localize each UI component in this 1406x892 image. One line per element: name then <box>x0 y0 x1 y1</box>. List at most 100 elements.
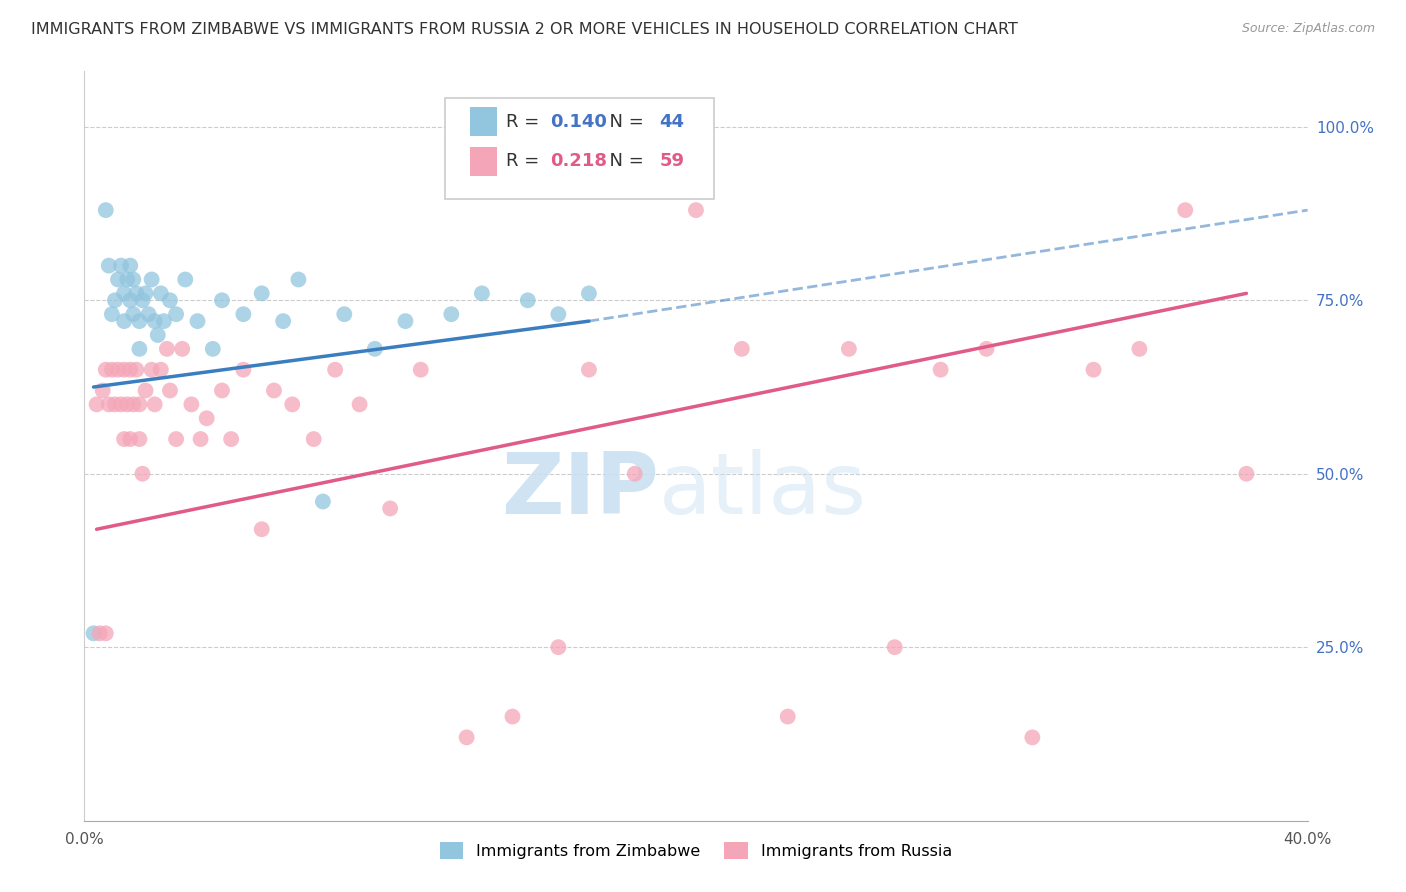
Point <box>1083 362 1105 376</box>
Point <box>107 362 129 376</box>
Text: 0.218: 0.218 <box>550 153 607 170</box>
Point <box>232 362 254 376</box>
Point <box>128 342 150 356</box>
Point <box>128 314 150 328</box>
Point <box>1128 342 1150 356</box>
Point <box>131 293 153 308</box>
Point <box>125 286 148 301</box>
Point <box>112 314 135 328</box>
Point <box>172 342 194 356</box>
Text: ZIP: ZIP <box>502 450 659 533</box>
Point <box>94 203 117 218</box>
Point <box>135 286 157 301</box>
Point <box>281 397 304 411</box>
Point <box>312 494 335 508</box>
Point <box>456 731 478 745</box>
Point <box>838 342 860 356</box>
Text: R =: R = <box>506 112 546 130</box>
Point <box>302 432 325 446</box>
Point <box>115 397 138 411</box>
Point <box>287 272 309 286</box>
Text: IMMIGRANTS FROM ZIMBABWE VS IMMIGRANTS FROM RUSSIA 2 OR MORE VEHICLES IN HOUSEHO: IMMIGRANTS FROM ZIMBABWE VS IMMIGRANTS F… <box>31 22 1018 37</box>
Point <box>394 314 416 328</box>
Point <box>232 307 254 321</box>
FancyBboxPatch shape <box>470 147 496 176</box>
Point <box>364 342 387 356</box>
Point <box>104 293 127 308</box>
Point <box>776 709 799 723</box>
Text: N =: N = <box>598 112 650 130</box>
Point <box>110 259 132 273</box>
Point <box>349 397 371 411</box>
Point <box>120 362 142 376</box>
Text: Source: ZipAtlas.com: Source: ZipAtlas.com <box>1241 22 1375 36</box>
Point <box>91 384 114 398</box>
Point <box>128 432 150 446</box>
Point <box>146 328 169 343</box>
Text: 59: 59 <box>659 153 685 170</box>
Point <box>174 272 197 286</box>
Point <box>156 342 179 356</box>
Point <box>122 307 145 321</box>
Point <box>1021 731 1043 745</box>
Point <box>624 467 647 481</box>
Point <box>120 432 142 446</box>
Point <box>883 640 905 655</box>
Point <box>211 384 233 398</box>
Point <box>112 286 135 301</box>
Point <box>128 397 150 411</box>
Point <box>471 286 494 301</box>
Point <box>149 286 172 301</box>
Point <box>115 272 138 286</box>
Point <box>165 432 187 446</box>
Point <box>120 259 142 273</box>
Point <box>86 397 108 411</box>
Point <box>976 342 998 356</box>
Text: 0.140: 0.140 <box>550 112 607 130</box>
Point <box>135 384 157 398</box>
Point <box>122 272 145 286</box>
Point <box>190 432 212 446</box>
Point <box>731 342 754 356</box>
Point <box>929 362 952 376</box>
Point <box>547 640 569 655</box>
Point <box>83 626 105 640</box>
Point <box>141 362 163 376</box>
Point <box>323 362 346 376</box>
Point <box>186 314 208 328</box>
Point <box>89 626 111 640</box>
Point <box>101 362 124 376</box>
Point <box>547 307 569 321</box>
Point <box>104 397 127 411</box>
Point <box>333 307 356 321</box>
Point <box>97 259 120 273</box>
Point <box>250 286 273 301</box>
Point <box>94 362 117 376</box>
Point <box>250 522 273 536</box>
Point <box>211 293 233 308</box>
Point <box>101 307 124 321</box>
Point <box>122 397 145 411</box>
Point <box>165 307 187 321</box>
Point <box>94 626 117 640</box>
Point <box>578 286 600 301</box>
Point <box>112 362 135 376</box>
Point <box>1174 203 1197 218</box>
Point <box>409 362 432 376</box>
Point <box>143 397 166 411</box>
Point <box>110 397 132 411</box>
FancyBboxPatch shape <box>470 107 496 136</box>
Point <box>112 432 135 446</box>
Point <box>107 272 129 286</box>
Point <box>97 397 120 411</box>
Text: 44: 44 <box>659 112 685 130</box>
Point <box>578 362 600 376</box>
Point <box>440 307 463 321</box>
Legend: Immigrants from Zimbabwe, Immigrants from Russia: Immigrants from Zimbabwe, Immigrants fro… <box>433 836 959 865</box>
Point <box>159 384 181 398</box>
Point <box>685 203 707 218</box>
Point <box>263 384 285 398</box>
Point <box>180 397 202 411</box>
Point <box>1236 467 1258 481</box>
Point <box>201 342 224 356</box>
